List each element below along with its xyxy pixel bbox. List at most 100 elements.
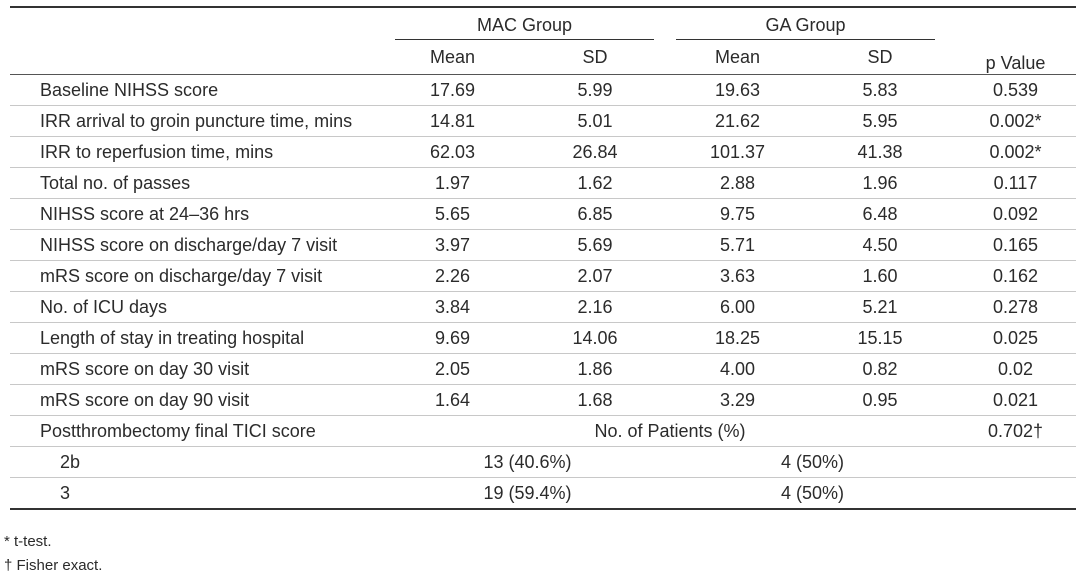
header-blank-sub bbox=[10, 40, 385, 75]
mac-mean-cell: 1.64 bbox=[385, 384, 520, 416]
table-row: Total no. of passes 1.97 1.62 2.88 1.96 … bbox=[10, 167, 1077, 199]
ga-sd-cell: 1.60 bbox=[805, 260, 956, 292]
table-header: MAC Group GA Group p Value Mean SD Mean … bbox=[10, 6, 1077, 75]
ga-mean-cell: 6.00 bbox=[670, 291, 805, 323]
mac-sd-cell: 5.69 bbox=[520, 229, 670, 261]
row-label: mRS score on discharge/day 7 visit bbox=[10, 260, 385, 292]
table-row: mRS score on discharge/day 7 visit 2.26 … bbox=[10, 260, 1077, 292]
table-row: mRS score on day 90 visit 1.64 1.68 3.29… bbox=[10, 384, 1077, 416]
ga-mean-cell: 5.71 bbox=[670, 229, 805, 261]
header-mac-group: MAC Group bbox=[395, 15, 654, 40]
ga-sd-cell: 5.21 bbox=[805, 291, 956, 323]
header-p-value: p Value bbox=[955, 6, 1077, 75]
ga-sd-cell: 4.50 bbox=[805, 229, 956, 261]
mac-mean-cell: 14.81 bbox=[385, 105, 520, 137]
ga-mean-cell: 4.00 bbox=[670, 353, 805, 385]
ga-mean-cell: 19.63 bbox=[670, 74, 805, 106]
table-row: IRR arrival to groin puncture time, mins… bbox=[10, 105, 1077, 137]
tici-subheader: No. of Patients (%) bbox=[385, 415, 956, 447]
tici-row: 3 19 (59.4%) 4 (50%) bbox=[10, 477, 1077, 510]
header-mac-sd: SD bbox=[520, 40, 670, 75]
mac-mean-cell: 62.03 bbox=[385, 136, 520, 168]
tici-label: Postthrombectomy final TICI score bbox=[10, 415, 385, 447]
tici-header-row: Postthrombectomy final TICI score No. of… bbox=[10, 415, 1077, 447]
row-label: Length of stay in treating hospital bbox=[10, 322, 385, 354]
p-value-cell: 0.021 bbox=[955, 384, 1077, 416]
ga-sd-cell: 6.48 bbox=[805, 198, 956, 230]
mac-sd-cell: 1.68 bbox=[520, 384, 670, 416]
row-label: NIHSS score at 24–36 hrs bbox=[10, 198, 385, 230]
header-ga-mean: Mean bbox=[670, 40, 805, 75]
row-label: NIHSS score on discharge/day 7 visit bbox=[10, 229, 385, 261]
mac-mean-cell: 2.05 bbox=[385, 353, 520, 385]
footnote-fisher: † Fisher exact. bbox=[4, 557, 103, 574]
ga-sd-cell: 5.83 bbox=[805, 74, 956, 106]
ga-mean-cell: 3.29 bbox=[670, 384, 805, 416]
tici-row-label: 3 bbox=[10, 477, 385, 510]
table-row: NIHSS score on discharge/day 7 visit 3.9… bbox=[10, 229, 1077, 261]
tici-empty-cell bbox=[955, 446, 1077, 478]
footnote-ttest: * t-test. bbox=[4, 533, 52, 550]
p-value-cell: 0.092 bbox=[955, 198, 1077, 230]
ga-sd-cell: 1.96 bbox=[805, 167, 956, 199]
mac-sd-cell: 2.07 bbox=[520, 260, 670, 292]
mac-mean-cell: 17.69 bbox=[385, 74, 520, 106]
p-value-cell: 0.539 bbox=[955, 74, 1077, 106]
ga-sd-cell: 41.38 bbox=[805, 136, 956, 168]
ga-sd-cell: 0.82 bbox=[805, 353, 956, 385]
tici-ga-cell: 4 (50%) bbox=[670, 446, 956, 478]
row-label: Baseline NIHSS score bbox=[10, 74, 385, 106]
ga-sd-cell: 5.95 bbox=[805, 105, 956, 137]
ga-mean-cell: 18.25 bbox=[670, 322, 805, 354]
ga-mean-cell: 101.37 bbox=[670, 136, 805, 168]
ga-mean-cell: 9.75 bbox=[670, 198, 805, 230]
mac-mean-cell: 1.97 bbox=[385, 167, 520, 199]
row-label: Total no. of passes bbox=[10, 167, 385, 199]
table-row: Length of stay in treating hospital 9.69… bbox=[10, 322, 1077, 354]
mac-mean-cell: 9.69 bbox=[385, 322, 520, 354]
tici-mac-cell: 13 (40.6%) bbox=[385, 446, 670, 478]
ga-mean-cell: 3.63 bbox=[670, 260, 805, 292]
p-value-cell: 0.025 bbox=[955, 322, 1077, 354]
mac-sd-cell: 6.85 bbox=[520, 198, 670, 230]
row-label: IRR to reperfusion time, mins bbox=[10, 136, 385, 168]
ga-mean-cell: 2.88 bbox=[670, 167, 805, 199]
p-value-cell: 0.002* bbox=[955, 105, 1077, 137]
table-row: NIHSS score at 24–36 hrs 5.65 6.85 9.75 … bbox=[10, 198, 1077, 230]
ga-sd-cell: 15.15 bbox=[805, 322, 956, 354]
tici-p-value: 0.702† bbox=[955, 415, 1077, 447]
mac-mean-cell: 3.97 bbox=[385, 229, 520, 261]
p-value-cell: 0.165 bbox=[955, 229, 1077, 261]
ga-sd-cell: 0.95 bbox=[805, 384, 956, 416]
row-label: mRS score on day 30 visit bbox=[10, 353, 385, 385]
row-label: IRR arrival to groin puncture time, mins bbox=[10, 105, 385, 137]
mac-sd-cell: 1.62 bbox=[520, 167, 670, 199]
p-value-cell: 0.002* bbox=[955, 136, 1077, 168]
ga-mean-cell: 21.62 bbox=[670, 105, 805, 137]
mac-mean-cell: 2.26 bbox=[385, 260, 520, 292]
footnotes: * t-test. † Fisher exact. bbox=[4, 530, 102, 578]
header-blank bbox=[10, 6, 385, 40]
table-body: Baseline NIHSS score 17.69 5.99 19.63 5.… bbox=[10, 74, 1077, 510]
table-row: No. of ICU days 3.84 2.16 6.00 5.21 0.27… bbox=[10, 291, 1077, 323]
header-mac-mean: Mean bbox=[385, 40, 520, 75]
p-value-cell: 0.162 bbox=[955, 260, 1077, 292]
tici-row: 2b 13 (40.6%) 4 (50%) bbox=[10, 446, 1077, 478]
mac-sd-cell: 5.99 bbox=[520, 74, 670, 106]
p-value-cell: 0.117 bbox=[955, 167, 1077, 199]
row-label: No. of ICU days bbox=[10, 291, 385, 323]
p-value-cell: 0.02 bbox=[955, 353, 1077, 385]
table-row: Baseline NIHSS score 17.69 5.99 19.63 5.… bbox=[10, 74, 1077, 106]
tici-empty-cell bbox=[955, 477, 1077, 510]
table-row: IRR to reperfusion time, mins 62.03 26.8… bbox=[10, 136, 1077, 168]
tici-row-label: 2b bbox=[10, 446, 385, 478]
table-container: MAC Group GA Group p Value Mean SD Mean … bbox=[10, 6, 1077, 510]
header-ga-sd: SD bbox=[805, 40, 956, 75]
row-label: mRS score on day 90 visit bbox=[10, 384, 385, 416]
tici-ga-cell: 4 (50%) bbox=[670, 477, 956, 510]
mac-sd-cell: 14.06 bbox=[520, 322, 670, 354]
tici-mac-cell: 19 (59.4%) bbox=[385, 477, 670, 510]
results-table: MAC Group GA Group p Value Mean SD Mean … bbox=[10, 6, 1077, 510]
p-value-cell: 0.278 bbox=[955, 291, 1077, 323]
mac-mean-cell: 5.65 bbox=[385, 198, 520, 230]
